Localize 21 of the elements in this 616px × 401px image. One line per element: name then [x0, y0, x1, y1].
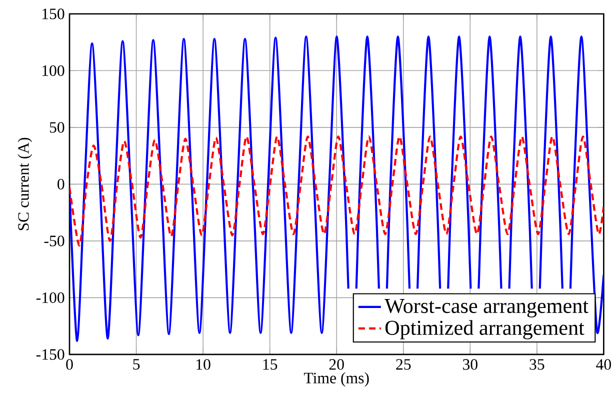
- y-tick-label: -100: [36, 292, 64, 303]
- y-tick-label: 0: [58, 178, 64, 190]
- y-tick-label: -50: [44, 236, 64, 246]
- x-tick-label: 5: [133, 359, 140, 370]
- x-tick-label: 35: [530, 359, 544, 370]
- x-tick-label: 0: [66, 359, 73, 370]
- y-tick-label: 100: [42, 65, 64, 76]
- y-tick-label: 50: [50, 122, 64, 133]
- legend-label: Worst-case arrangement: [384, 298, 588, 318]
- x-axis-title: Time (ms): [304, 372, 369, 387]
- x-tick-label: 20: [329, 359, 344, 370]
- x-tick-label: 30: [462, 359, 478, 370]
- x-tick-label: 15: [263, 359, 278, 370]
- line-series: [70, 135, 604, 246]
- x-tick-label: 25: [396, 359, 411, 370]
- x-tick-label: 40: [596, 359, 611, 370]
- y-tick-label: 150: [42, 8, 64, 20]
- legend-label: Optimized arrangement: [385, 320, 584, 340]
- x-tick-label: 10: [196, 359, 210, 370]
- y-tick-label: -150: [36, 349, 64, 360]
- y-axis-title: SC current (A): [18, 138, 32, 230]
